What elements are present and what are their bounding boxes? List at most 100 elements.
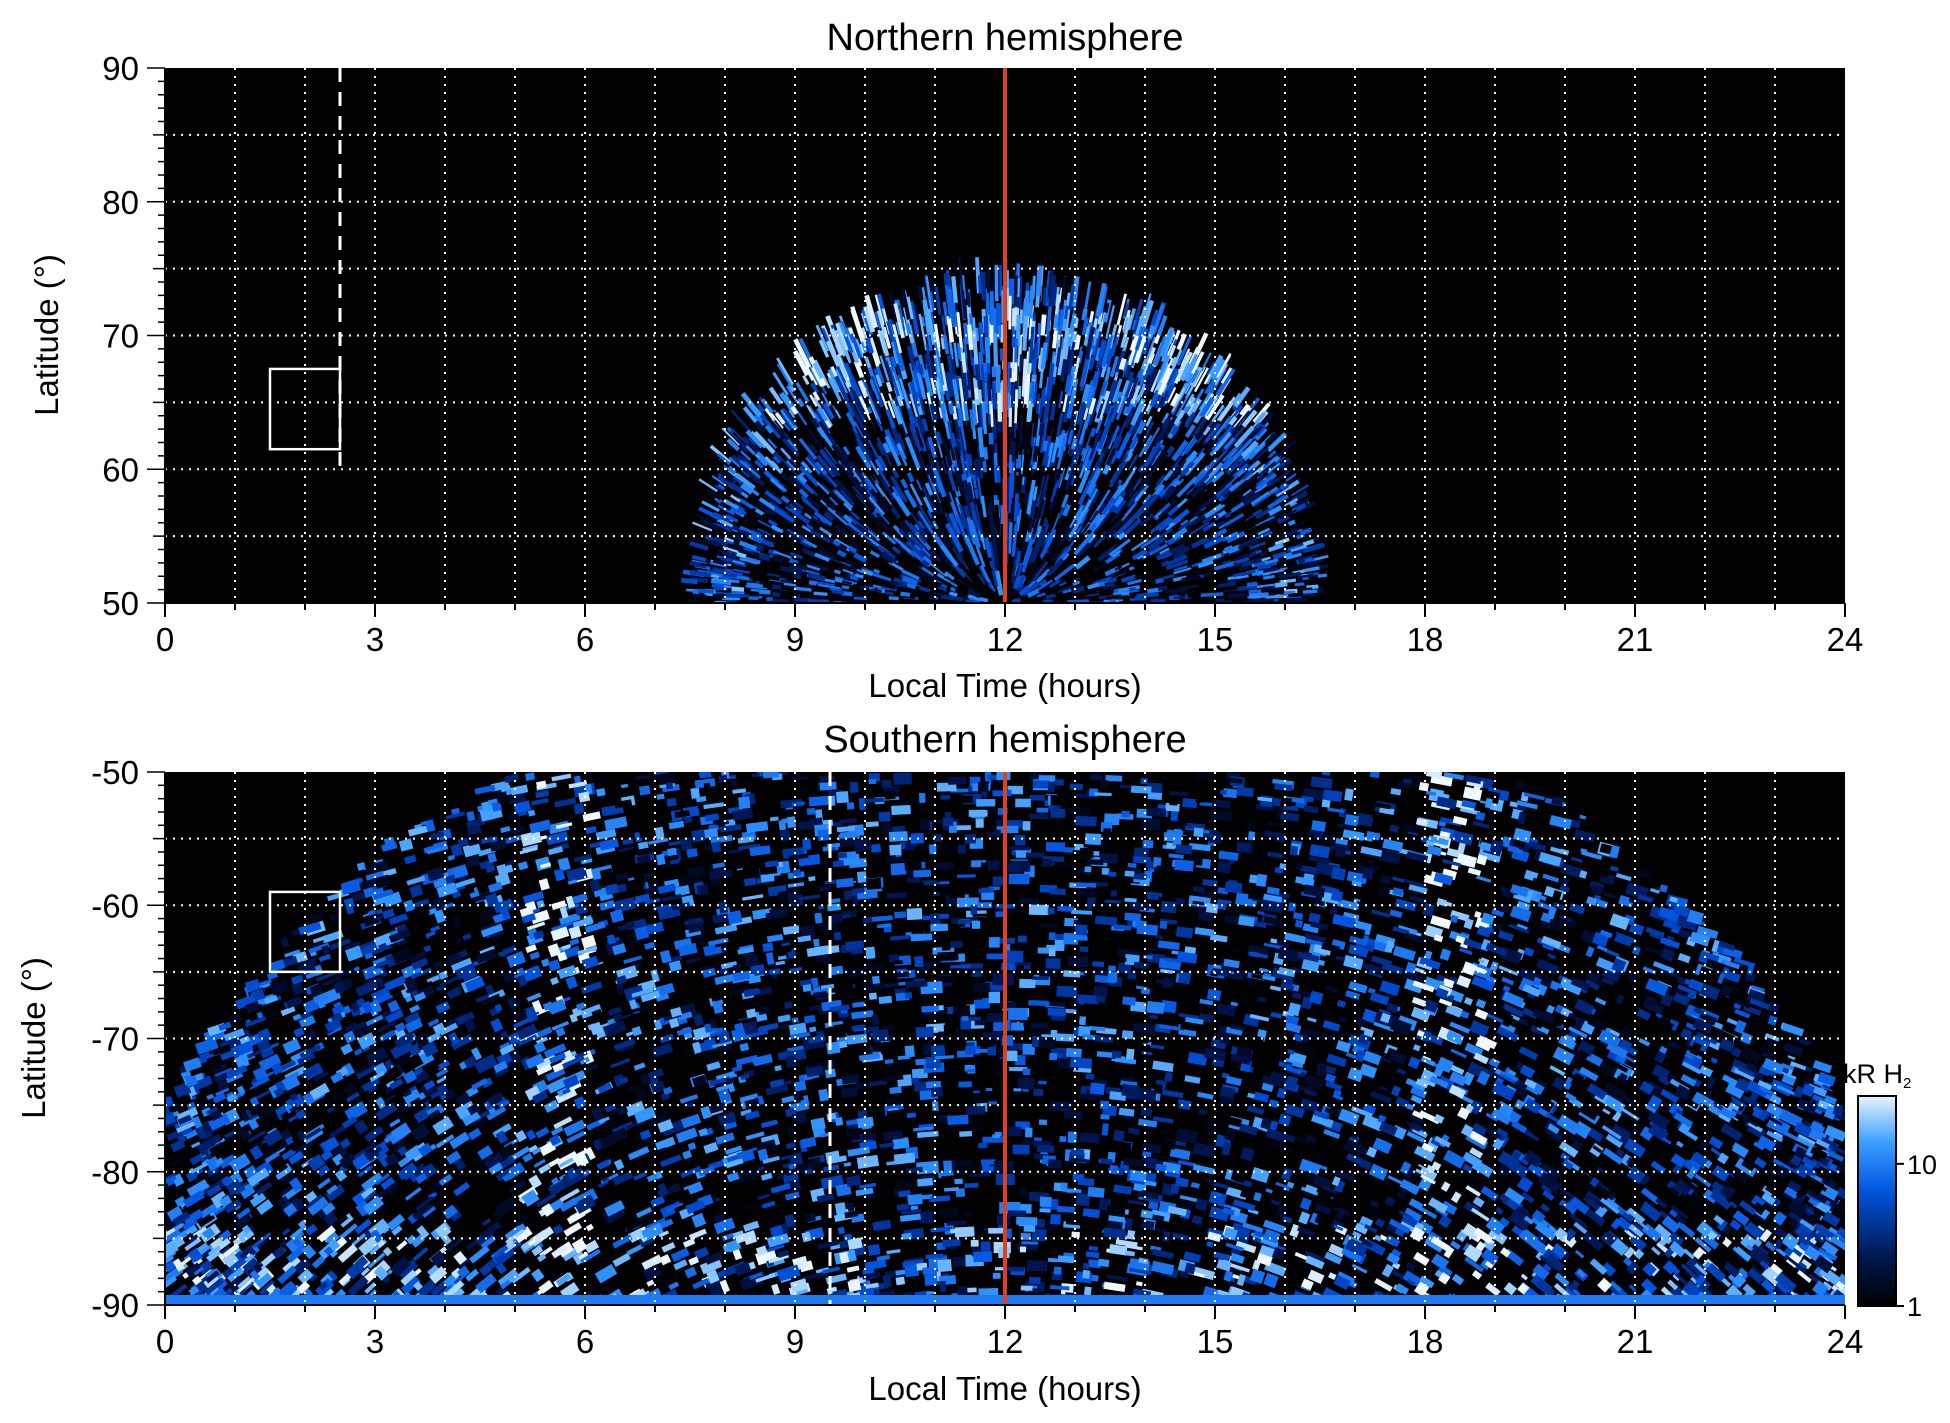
emission-streak (851, 541, 863, 551)
emission-streak (795, 527, 805, 534)
emission-cell (674, 1188, 692, 1203)
emission-streak (788, 565, 802, 572)
emission-streak (1149, 420, 1159, 435)
emission-streak (739, 484, 753, 495)
emission-streak (877, 455, 889, 472)
emission-streak (1283, 497, 1299, 508)
emission-streak (843, 555, 851, 562)
emission-streak (1263, 569, 1285, 575)
emission-streak (1071, 576, 1081, 584)
emission-cell (555, 1027, 566, 1037)
emission-streak (747, 591, 759, 597)
emission-streak (1028, 419, 1033, 444)
emission-cell (1063, 1110, 1083, 1120)
emission-cell (463, 1056, 477, 1070)
emission-streak (1155, 474, 1166, 487)
emission-streak (986, 541, 999, 577)
emission-cell (893, 772, 912, 785)
emission-streak (1237, 471, 1261, 491)
emission-streak (1039, 535, 1048, 549)
emission-streak (1236, 468, 1246, 478)
emission-streak (1302, 592, 1315, 596)
emission-streak (1057, 508, 1065, 519)
emission-streak (733, 568, 751, 574)
emission-streak (945, 285, 953, 319)
emission-cell (591, 1106, 604, 1121)
emission-streak (1105, 595, 1129, 600)
emission-cell (1550, 918, 1563, 932)
emission-cell (612, 896, 637, 914)
emission-streak (1166, 554, 1188, 567)
emission-cell (1175, 1128, 1199, 1144)
emission-streak (879, 355, 890, 382)
emission-streak (1150, 516, 1172, 534)
emission-streak (757, 519, 771, 528)
emission-cell (1022, 821, 1031, 831)
x-tick-label: 24 (1827, 621, 1864, 658)
emission-cell (1375, 802, 1392, 810)
emission-cell (1079, 946, 1089, 953)
emission-streak (816, 454, 837, 478)
emission-streak (701, 562, 710, 567)
emission-cell (1540, 1203, 1551, 1213)
emission-streak (721, 575, 732, 581)
emission-cell (495, 1262, 508, 1275)
emission-cell (1028, 904, 1049, 916)
emission-cell (806, 807, 816, 816)
emission-cell (535, 1036, 549, 1045)
emission-streak (1136, 383, 1146, 403)
emission-streak (774, 515, 795, 529)
emission-cell (484, 984, 495, 996)
emission-streak (1173, 596, 1185, 600)
emission-cell (1304, 933, 1327, 942)
emission-streak (731, 586, 745, 593)
emission-streak (1274, 537, 1290, 546)
emission-streak (874, 483, 892, 506)
emission-cell (871, 1014, 879, 1025)
emission-streak (1082, 559, 1095, 570)
emission-cell (334, 1169, 348, 1182)
emission-streak (1128, 547, 1145, 559)
emission-streak (1151, 564, 1161, 571)
emission-streak (1206, 482, 1216, 491)
emission-streak (825, 340, 842, 369)
emission-streak (1127, 335, 1142, 367)
emission-streak (1149, 389, 1161, 408)
emission-streak (1254, 411, 1266, 425)
emission-streak (1173, 565, 1188, 572)
emission-cell (1316, 1030, 1337, 1043)
emission-cell (1230, 1024, 1245, 1032)
emission-streak (1050, 407, 1062, 444)
emission-cell (646, 921, 665, 935)
emission-streak (740, 450, 752, 461)
emission-streak (849, 575, 859, 581)
emission-cell (535, 856, 552, 871)
emission-streak (884, 435, 902, 467)
emission-streak (1246, 581, 1258, 588)
emission-cell (1631, 1135, 1644, 1147)
emission-cell (892, 1209, 901, 1217)
emission-cell (1657, 1074, 1671, 1086)
emission-cell (1017, 897, 1039, 905)
emission-cell (563, 1222, 582, 1237)
emission-streak (1127, 480, 1139, 494)
emission-streak (891, 485, 900, 497)
emission-cell (1651, 1064, 1671, 1081)
emission-cell (1199, 998, 1214, 1006)
emission-streak (987, 502, 996, 538)
emission-streak (1038, 399, 1044, 419)
emission-streak (1120, 314, 1133, 349)
emission-streak (1228, 489, 1244, 503)
emission-streak (701, 500, 720, 513)
emission-streak (1067, 341, 1077, 376)
emission-cell (1675, 1140, 1684, 1148)
emission-cell (1465, 1185, 1481, 1197)
emission-cell (1110, 890, 1117, 897)
emission-streak (1100, 286, 1108, 314)
emission-streak (974, 387, 979, 400)
emission-streak (1179, 450, 1198, 471)
emission-streak (932, 574, 951, 587)
emission-streak (905, 323, 912, 336)
emission-streak (1048, 275, 1056, 303)
emission-streak (883, 428, 900, 457)
